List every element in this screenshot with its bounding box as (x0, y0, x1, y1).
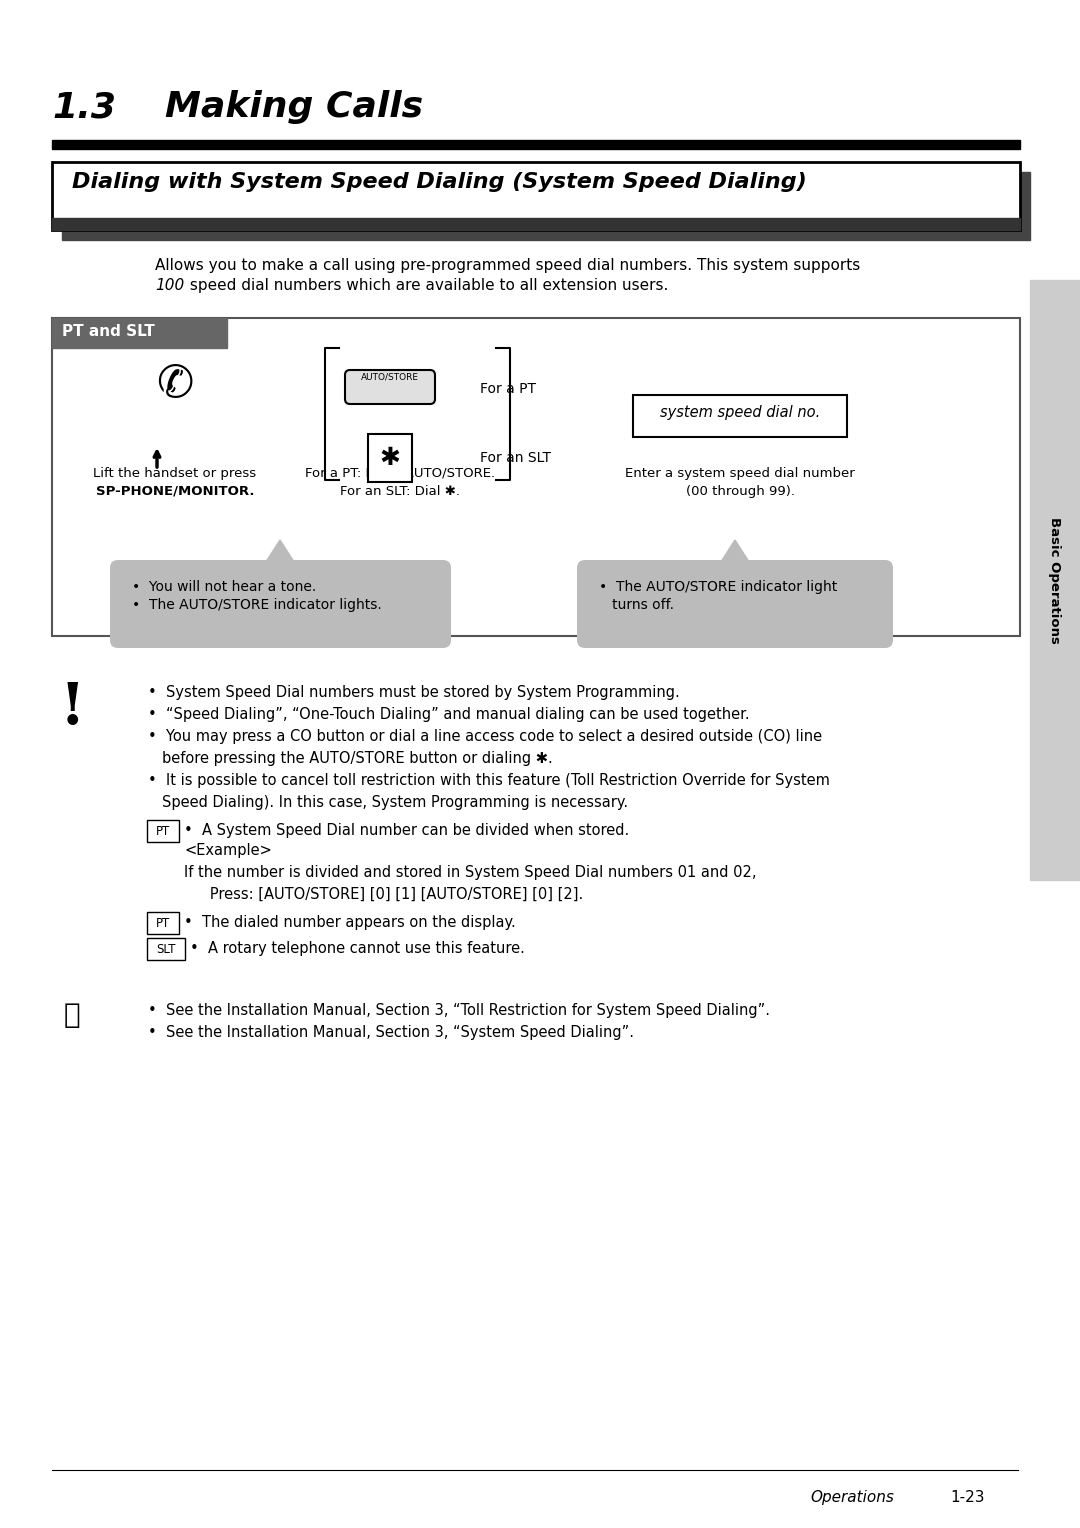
Text: system speed dial no.: system speed dial no. (660, 405, 820, 420)
Text: Lift the handset or press: Lift the handset or press (94, 468, 257, 480)
Text: Operations: Operations (810, 1490, 894, 1505)
Text: •  System Speed Dial numbers must be stored by System Programming.: • System Speed Dial numbers must be stor… (148, 685, 679, 700)
Text: SLT: SLT (157, 943, 176, 957)
Text: 100: 100 (156, 278, 185, 293)
Text: 1.3: 1.3 (52, 90, 116, 124)
FancyBboxPatch shape (345, 370, 435, 403)
FancyBboxPatch shape (52, 162, 1020, 231)
Text: If the number is divided and stored in System Speed Dial numbers 01 and 02,: If the number is divided and stored in S… (184, 865, 756, 880)
FancyBboxPatch shape (368, 434, 411, 481)
Text: •  You may press a CO button or dial a line access code to select a desired outs: • You may press a CO button or dial a li… (148, 729, 822, 744)
Polygon shape (262, 539, 298, 568)
FancyBboxPatch shape (577, 559, 893, 648)
FancyBboxPatch shape (633, 396, 847, 437)
Text: !: ! (59, 680, 84, 736)
Text: •  The AUTO/STORE indicator lights.: • The AUTO/STORE indicator lights. (132, 597, 381, 613)
Bar (52, 318, 227, 348)
Text: Dialing with System Speed Dialing (System Speed Dialing): Dialing with System Speed Dialing (Syste… (72, 173, 807, 193)
Text: •  A rotary telephone cannot use this feature.: • A rotary telephone cannot use this fea… (190, 941, 525, 957)
Text: PT: PT (156, 917, 171, 931)
Text: PT: PT (156, 825, 171, 837)
Text: ✱: ✱ (379, 446, 401, 471)
Text: •  You will not hear a tone.: • You will not hear a tone. (132, 581, 316, 594)
Text: Allows you to make a call using pre-programmed speed dial numbers. This system s: Allows you to make a call using pre-prog… (156, 258, 861, 274)
Text: •  See the Installation Manual, Section 3, “System Speed Dialing”.: • See the Installation Manual, Section 3… (148, 1025, 634, 1041)
FancyBboxPatch shape (147, 821, 179, 842)
Polygon shape (717, 539, 753, 568)
Text: •  “Speed Dialing”, “One-Touch Dialing” and manual dialing can be used together.: • “Speed Dialing”, “One-Touch Dialing” a… (148, 707, 750, 723)
FancyBboxPatch shape (147, 938, 185, 960)
Text: speed dial numbers which are available to all extension users.: speed dial numbers which are available t… (185, 278, 669, 293)
Text: Making Calls: Making Calls (165, 90, 423, 124)
Text: For a PT: Press AUTO/STORE.: For a PT: Press AUTO/STORE. (305, 468, 495, 480)
Text: •  See the Installation Manual, Section 3, “Toll Restriction for System Speed Di: • See the Installation Manual, Section 3… (148, 1002, 770, 1018)
Text: Enter a system speed dial number: Enter a system speed dial number (625, 468, 855, 480)
Text: before pressing the AUTO/STORE button or dialing ✱.: before pressing the AUTO/STORE button or… (162, 750, 553, 766)
Text: 1-23: 1-23 (950, 1490, 985, 1505)
Text: For a PT: For a PT (480, 382, 536, 396)
Text: AUTO/STORE: AUTO/STORE (361, 373, 419, 382)
Text: •  The AUTO/STORE indicator light: • The AUTO/STORE indicator light (599, 581, 837, 594)
Text: SP-PHONE/MONITOR.: SP-PHONE/MONITOR. (96, 484, 254, 498)
Bar (62, 173, 1030, 240)
Text: For an SLT: Dial ✱.: For an SLT: Dial ✱. (340, 484, 460, 498)
Text: ✆: ✆ (157, 364, 193, 406)
FancyBboxPatch shape (147, 912, 179, 934)
Text: <Example>: <Example> (184, 843, 272, 859)
Text: Basic Operations: Basic Operations (1049, 516, 1062, 643)
Bar (52, 219, 1020, 231)
Text: For an SLT: For an SLT (480, 451, 551, 465)
Text: (00 through 99).: (00 through 99). (686, 484, 795, 498)
Text: 📋: 📋 (64, 1001, 80, 1028)
Text: Speed Dialing). In this case, System Programming is necessary.: Speed Dialing). In this case, System Pro… (162, 795, 629, 810)
FancyBboxPatch shape (52, 318, 1020, 636)
Text: •  A System Speed Dial number can be divided when stored.: • A System Speed Dial number can be divi… (184, 824, 630, 837)
FancyBboxPatch shape (110, 559, 451, 648)
Text: Press: [AUTO/STORE] [0] [1] [AUTO/STORE] [0] [2].: Press: [AUTO/STORE] [0] [1] [AUTO/STORE]… (195, 886, 583, 902)
Text: •  It is possible to cancel toll restriction with this feature (Toll Restriction: • It is possible to cancel toll restrict… (148, 773, 829, 788)
Bar (52, 141, 1020, 150)
Text: PT and SLT: PT and SLT (62, 324, 154, 339)
Text: turns off.: turns off. (599, 597, 674, 613)
Bar (1030, 280, 1080, 880)
Text: •  The dialed number appears on the display.: • The dialed number appears on the displ… (184, 915, 516, 931)
